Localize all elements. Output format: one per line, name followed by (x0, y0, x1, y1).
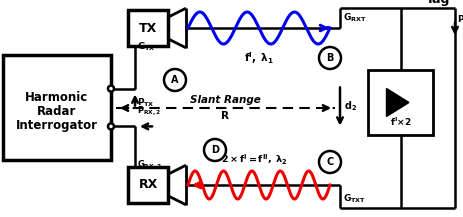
Text: D: D (211, 145, 219, 155)
Circle shape (164, 69, 186, 91)
Text: C: C (326, 157, 334, 167)
Text: $\mathbf{G_{TX}}$: $\mathbf{G_{TX}}$ (137, 41, 156, 53)
Circle shape (319, 47, 341, 69)
Bar (368, 70, 433, 135)
Text: TX: TX (139, 21, 157, 35)
Circle shape (108, 85, 114, 92)
Circle shape (319, 151, 341, 173)
Text: $\mathbf{P_{RX,2}}$: $\mathbf{P_{RX,2}}$ (137, 105, 161, 118)
Bar (3, 55, 111, 160)
Text: R: R (221, 111, 230, 121)
Text: $\mathbf{f^{I}}$$\mathbf{\times 2}$: $\mathbf{f^{I}}$$\mathbf{\times 2}$ (390, 116, 411, 128)
Circle shape (108, 123, 114, 129)
Text: Tag: Tag (425, 0, 450, 6)
Text: RX: RX (138, 179, 157, 191)
Text: $\mathbf{P_{RXT}}$: $\mathbf{P_{RXT}}$ (457, 13, 463, 26)
Text: A: A (171, 75, 179, 85)
Text: $\mathbf{d_2}$: $\mathbf{d_2}$ (344, 100, 357, 113)
Text: Harmonic: Harmonic (25, 91, 88, 104)
Text: $\mathbf{G_{RX,2}}$: $\mathbf{G_{RX,2}}$ (137, 158, 162, 171)
Bar (128, 10, 168, 46)
Bar (128, 167, 168, 203)
Text: $\mathbf{G_{TXT}}$: $\mathbf{G_{TXT}}$ (343, 192, 366, 205)
Text: Radar: Radar (38, 105, 77, 118)
Text: B: B (326, 53, 334, 63)
Text: $\mathbf{P_{TX}}$: $\mathbf{P_{TX}}$ (137, 97, 155, 109)
Circle shape (204, 139, 226, 161)
Text: Slant Range: Slant Range (190, 95, 261, 105)
Text: $\mathbf{G_{RXT}}$: $\mathbf{G_{RXT}}$ (343, 11, 367, 23)
Text: Interrogator: Interrogator (16, 119, 98, 132)
Text: $\mathbf{f^{I},\ \lambda_{1}}$: $\mathbf{f^{I},\ \lambda_{1}}$ (244, 50, 274, 66)
Polygon shape (387, 89, 409, 117)
Text: $\mathbf{2 \times f^{I} = f^{II},\ \lambda_{2}}$: $\mathbf{2 \times f^{I} = f^{II},\ \lamb… (220, 153, 288, 167)
